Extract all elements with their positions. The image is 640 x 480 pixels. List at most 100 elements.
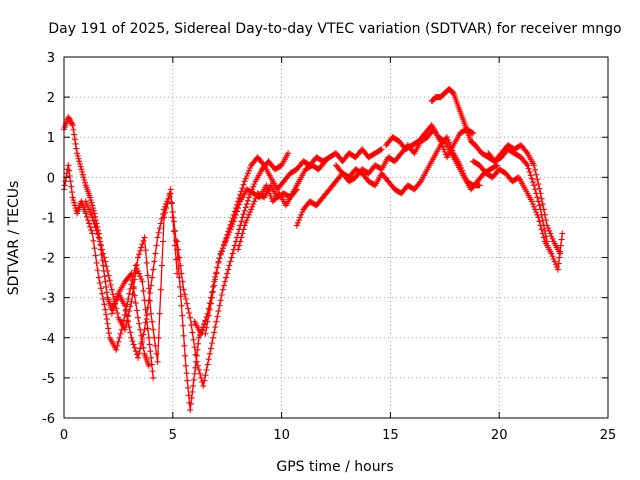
- data-point-marker: [84, 203, 91, 210]
- data-point-marker: [183, 300, 190, 307]
- data-point-marker: [146, 298, 153, 305]
- data-point-marker: [245, 194, 252, 201]
- data-point-marker: [111, 304, 118, 311]
- data-point-marker: [99, 246, 106, 253]
- data-point-marker: [233, 201, 240, 208]
- data-point-marker: [243, 217, 250, 224]
- data-point-marker: [93, 259, 100, 266]
- data-point-marker: [222, 278, 229, 285]
- data-point-marker: [94, 231, 101, 238]
- data-point-marker: [180, 286, 187, 293]
- data-point-marker: [218, 291, 225, 298]
- data-point-marker: [89, 202, 96, 209]
- data-point-marker: [225, 228, 232, 235]
- data-point-marker: [211, 329, 218, 336]
- data-point-marker: [140, 344, 147, 351]
- data-point-marker: [153, 242, 160, 249]
- x-tick-label: 25: [600, 428, 617, 443]
- data-point-marker: [187, 406, 194, 413]
- data-point-marker: [190, 336, 197, 343]
- data-point-marker: [237, 238, 244, 245]
- data-point-marker: [105, 325, 112, 332]
- data-point-marker: [539, 201, 546, 208]
- data-point-marker: [218, 248, 225, 255]
- data-point-marker: [194, 362, 201, 369]
- data-point-marker: [68, 189, 75, 196]
- data-point-marker: [544, 238, 551, 245]
- data-point-marker: [114, 310, 121, 317]
- data-point-marker: [74, 152, 81, 159]
- data-point-marker: [533, 171, 540, 178]
- data-point-marker: [91, 245, 98, 252]
- data-point-marker: [267, 193, 274, 200]
- data-point-marker: [152, 250, 159, 257]
- data-point-marker: [204, 361, 211, 368]
- data-point-marker: [141, 326, 148, 333]
- series-11: [383, 122, 501, 193]
- data-point-marker: [68, 120, 75, 127]
- data-point-marker: [71, 202, 78, 209]
- data-point-marker: [211, 282, 218, 289]
- data-point-marker: [188, 394, 195, 401]
- data-point-marker: [97, 242, 104, 249]
- data-point-marker: [293, 186, 300, 193]
- data-point-marker: [533, 190, 540, 197]
- data-point-marker: [296, 217, 303, 224]
- data-point-marker: [222, 238, 229, 245]
- data-point-marker: [524, 162, 531, 169]
- data-point-marker: [204, 318, 211, 325]
- data-point-marker: [551, 258, 558, 265]
- data-point-marker: [220, 241, 227, 248]
- data-point-marker: [555, 260, 562, 267]
- data-point-marker: [87, 197, 94, 204]
- series-4: [108, 190, 209, 413]
- data-point-marker: [125, 296, 132, 303]
- data-point-marker: [236, 195, 243, 202]
- data-point-marker: [182, 296, 189, 303]
- data-point-marker: [225, 266, 232, 273]
- data-point-marker: [228, 218, 235, 225]
- data-point-marker: [160, 238, 167, 245]
- data-point-marker: [83, 213, 90, 220]
- data-point-marker: [72, 140, 79, 147]
- data-point-marker: [202, 330, 209, 337]
- data-point-marker: [531, 162, 538, 169]
- data-point-marker: [292, 187, 299, 194]
- x-tick-label: 15: [382, 428, 399, 443]
- data-point-marker: [532, 206, 539, 213]
- data-point-marker: [87, 223, 94, 230]
- y-tick-label: 0: [47, 171, 55, 186]
- data-point-marker: [91, 221, 98, 228]
- data-point-marker: [226, 262, 233, 269]
- series-layer: [61, 86, 566, 413]
- data-point-marker: [139, 241, 146, 248]
- data-point-marker: [184, 377, 191, 384]
- data-point-marker: [101, 254, 108, 261]
- data-point-marker: [241, 222, 248, 229]
- data-point-marker: [197, 370, 203, 377]
- data-point-marker: [76, 158, 83, 165]
- data-point-marker: [166, 193, 173, 200]
- data-point-marker: [86, 220, 93, 227]
- data-point-marker: [100, 250, 107, 257]
- data-point-marker: [164, 198, 171, 205]
- data-point-marker: [71, 199, 78, 206]
- data-point-marker: [242, 175, 249, 182]
- data-point-marker: [199, 327, 206, 334]
- data-point-marker: [247, 164, 254, 171]
- data-point-marker: [145, 362, 152, 369]
- axis-ticks: [63, 56, 609, 419]
- data-point-marker: [191, 344, 198, 351]
- data-point-marker: [90, 207, 97, 214]
- data-point-marker: [113, 297, 120, 304]
- data-point-marker: [82, 198, 89, 205]
- x-axis-label: GPS time / hours: [276, 459, 393, 475]
- data-point-marker: [203, 324, 210, 331]
- data-point-marker: [69, 194, 76, 201]
- data-point-marker: [137, 345, 144, 352]
- data-point-marker: [134, 254, 141, 261]
- data-point-marker: [127, 303, 134, 310]
- data-point-marker: [214, 313, 221, 320]
- data-point-marker: [216, 302, 223, 309]
- data-point-marker: [71, 131, 78, 138]
